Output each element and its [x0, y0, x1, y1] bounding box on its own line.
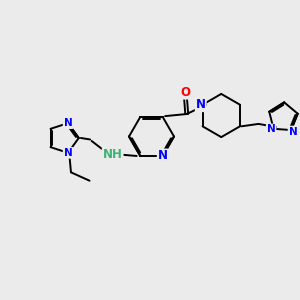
Text: O: O: [180, 85, 190, 99]
Text: N: N: [64, 148, 72, 158]
Text: N: N: [267, 124, 275, 134]
Text: N: N: [64, 118, 72, 128]
Text: NH: NH: [103, 148, 123, 161]
Text: N: N: [196, 98, 206, 111]
Text: N: N: [158, 149, 168, 163]
Text: N: N: [289, 127, 297, 136]
